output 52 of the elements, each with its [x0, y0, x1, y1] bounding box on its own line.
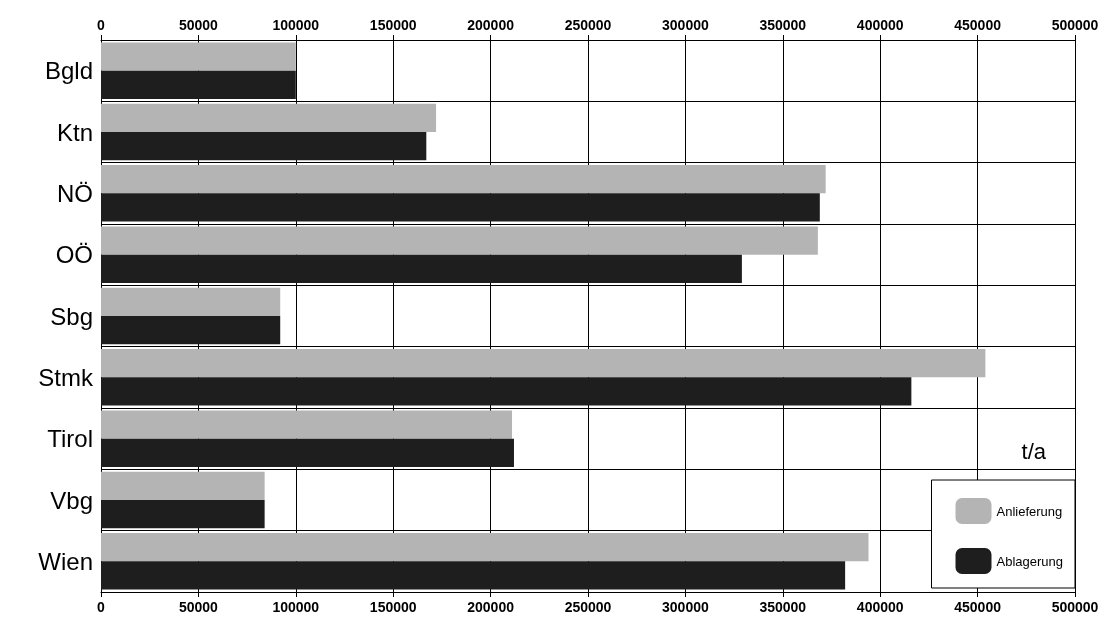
- x-tick-label: 50000: [178, 599, 219, 615]
- bar: [101, 377, 912, 406]
- x2-tick-label: 400000: [856, 17, 904, 33]
- bar: [101, 226, 818, 255]
- bar: [101, 410, 513, 439]
- x-tick-label: 500000: [1051, 599, 1099, 615]
- bar: [101, 561, 846, 590]
- bar: [101, 42, 296, 71]
- x2-tick-label: 0: [97, 17, 106, 33]
- y-tick-label: Stmk: [38, 363, 94, 391]
- bar: [101, 103, 437, 132]
- x-tick-label: 0: [97, 599, 106, 615]
- x2-tick-label: 350000: [759, 17, 807, 33]
- bar: [101, 193, 820, 222]
- x2-tick-label: 500000: [1051, 17, 1099, 33]
- legend-label: Anlieferung: [996, 503, 1063, 519]
- bar: [101, 438, 514, 467]
- y-tick-label: Bgld: [44, 57, 93, 85]
- legend-label: Ablagerung: [996, 553, 1063, 569]
- x-tick-label: 400000: [856, 599, 904, 615]
- bar: [101, 500, 265, 529]
- x2-tick-label: 100000: [272, 17, 320, 33]
- y-tick-label: Vbg: [50, 486, 93, 514]
- bar: [101, 165, 826, 194]
- x2-tick-label: 450000: [954, 17, 1002, 33]
- bar: [101, 70, 296, 99]
- x-tick-label: 300000: [662, 599, 709, 615]
- x-tick-label: 100000: [272, 599, 320, 615]
- bar: [101, 316, 281, 345]
- annotation: t/a: [1021, 438, 1047, 464]
- y-tick-label: OÖ: [55, 241, 93, 269]
- x-tick-label: 150000: [369, 599, 417, 615]
- x2-tick-label: 250000: [564, 17, 612, 33]
- y-tick-label: Wien: [38, 547, 93, 575]
- bar: [101, 471, 265, 500]
- bar: [101, 533, 869, 562]
- y-tick-label: Tirol: [47, 425, 93, 453]
- x2-tick-label: 200000: [467, 17, 515, 33]
- y-tick-label: NÖ: [57, 179, 93, 207]
- x2-tick-label: 150000: [369, 17, 417, 33]
- bar: [101, 254, 742, 283]
- x-tick-label: 250000: [564, 599, 612, 615]
- x-tick-label: 200000: [467, 599, 515, 615]
- y-tick-label: Sbg: [50, 302, 93, 330]
- x2-tick-label: 50000: [178, 17, 219, 33]
- x-tick-label: 350000: [759, 599, 807, 615]
- bar: [101, 132, 427, 161]
- bar: [101, 287, 281, 316]
- bar: [101, 349, 986, 378]
- y-tick-label: Ktn: [56, 118, 93, 146]
- x-tick-label: 450000: [954, 599, 1002, 615]
- x2-tick-label: 300000: [662, 17, 709, 33]
